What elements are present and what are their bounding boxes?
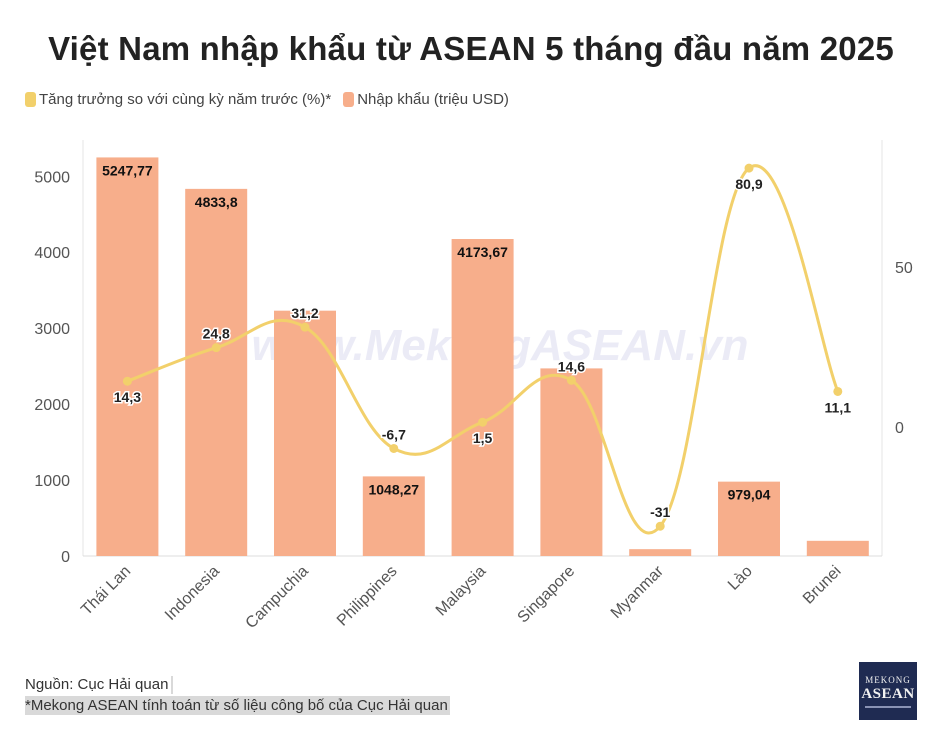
x-category-label: Singapore (515, 563, 579, 627)
growth-point (211, 343, 221, 353)
growth-value-label: 24,8 (203, 326, 230, 342)
y-left-tick-label: 2000 (34, 397, 70, 414)
logo-line1: MEKONG (865, 675, 911, 685)
bar-import (96, 157, 159, 556)
logo-line2: ASEAN (861, 686, 915, 702)
y-left-tick-label: 3000 (34, 321, 70, 338)
growth-value-label: -6,7 (382, 426, 406, 442)
source-text: Nguồn: Cục Hải quan (25, 676, 169, 693)
bar-value-label: 5247,77 (102, 162, 153, 178)
bar-import (629, 549, 692, 556)
bar-value-label: 1048,27 (368, 481, 419, 497)
bar-import (806, 540, 869, 556)
growth-point (833, 386, 843, 396)
legend-swatch-growth (25, 92, 36, 107)
y-left-tick-label: 4000 (34, 245, 70, 262)
x-category-label: Malaysia (433, 563, 490, 620)
logo-rule (865, 706, 911, 708)
bar-import (451, 239, 514, 556)
bar-import (362, 476, 425, 556)
growth-value-label: 80,9 (735, 176, 762, 192)
mekong-asean-logo: MEKONG ASEAN (859, 662, 917, 720)
growth-point (655, 521, 665, 531)
legend-item-growth[interactable]: Tăng trưởng so với cùng kỳ năm trước (%)… (25, 91, 331, 108)
growth-point (566, 375, 576, 385)
y-left-tick-label: 5000 (34, 169, 70, 186)
y-left-tick-label: 0 (61, 549, 70, 566)
footnote: *Mekong ASEAN tính toán từ số liệu công … (25, 696, 450, 715)
bar-value-label: 4173,67 (457, 244, 508, 260)
y-left-tick-label: 1000 (34, 473, 70, 490)
y-right-tick-label: 50 (895, 260, 913, 277)
bar-value-label: 979,04 (728, 487, 771, 503)
growth-value-label: -31 (650, 504, 670, 520)
bar-import (540, 368, 603, 556)
legend-label-growth: Tăng trưởng so với cùng kỳ năm trước (%)… (39, 91, 332, 108)
growth-value-label: 11,1 (825, 399, 852, 415)
growth-value-label: 31,2 (291, 305, 318, 321)
bar-import (718, 481, 780, 556)
legend-label-import: Nhập khẩu (triệu USD) (357, 91, 509, 108)
x-category-label: Myanmar (608, 562, 668, 622)
growth-point (744, 163, 754, 173)
growth-point (300, 322, 310, 332)
legend: Tăng trưởng so với cùng kỳ năm trước (%)… (25, 91, 515, 108)
legend-item-import[interactable]: Nhập khẩu (triệu USD) (343, 91, 509, 108)
x-category-label: Campuchia (243, 563, 312, 632)
growth-point (478, 417, 488, 427)
growth-value-label: 14,6 (558, 358, 585, 374)
text-caret (171, 676, 174, 695)
chart-title: Việt Nam nhập khẩu từ ASEAN 5 tháng đầu … (48, 30, 894, 67)
bar-import (185, 188, 248, 556)
x-category-label: Philippines (334, 563, 401, 630)
growth-point (122, 376, 132, 386)
source-note: Nguồn: Cục Hải quan (25, 676, 174, 695)
bar-value-label: 4833,8 (195, 194, 238, 210)
x-category-label: Lào (725, 563, 756, 594)
bar-import (274, 310, 336, 556)
growth-value-label: 1,5 (473, 430, 493, 446)
x-category-label: Brunei (800, 563, 845, 608)
growth-value-label: 14,3 (114, 389, 141, 405)
legend-swatch-import (343, 92, 355, 107)
x-category-label: Indonesia (162, 563, 223, 624)
y-right-tick-label: 0 (895, 420, 904, 437)
x-category-label: Thái Lan (78, 563, 134, 619)
growth-point (389, 443, 399, 453)
